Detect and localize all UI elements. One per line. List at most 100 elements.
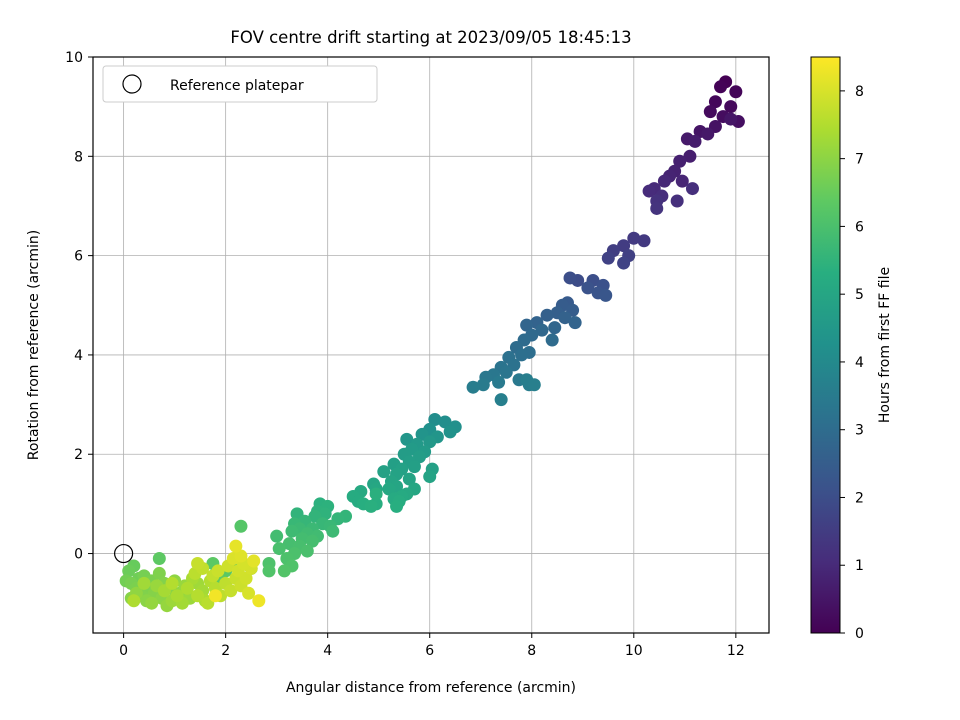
y-tick-label: 8 — [74, 149, 83, 165]
data-point — [714, 80, 728, 94]
data-point — [390, 499, 404, 513]
data-point — [180, 581, 194, 595]
data-point — [568, 316, 582, 330]
x-tick-label: 2 — [221, 643, 230, 659]
data-point — [466, 380, 480, 394]
data-point — [152, 552, 166, 566]
data-point — [122, 564, 136, 578]
colorbar-tick-label: 8 — [855, 84, 864, 100]
data-point — [688, 134, 702, 148]
data-point — [729, 85, 743, 99]
y-tick-label: 4 — [74, 348, 83, 364]
data-point — [413, 450, 427, 464]
data-point — [657, 174, 671, 188]
data-point — [369, 487, 383, 501]
x-tick-label: 4 — [323, 643, 332, 659]
data-point — [642, 184, 656, 198]
colorbar-tick-label: 0 — [855, 626, 864, 642]
data-point — [683, 149, 697, 163]
data-point — [708, 95, 722, 109]
data-points — [119, 75, 745, 613]
data-point — [252, 594, 266, 608]
data-point — [402, 472, 416, 486]
data-point — [262, 564, 276, 578]
data-point — [364, 499, 378, 513]
legend: Reference platepar — [102, 65, 378, 103]
colorbar-tick-label: 5 — [855, 287, 864, 303]
plot-frame — [92, 56, 770, 634]
x-axis: 0 2 4 6 8 10 12 — [119, 633, 745, 659]
data-point — [400, 432, 414, 446]
data-point — [242, 586, 256, 600]
y-axis-label: Rotation from reference (arcmin) — [26, 230, 42, 460]
y-axis: 0 2 4 6 8 10 — [65, 50, 93, 563]
data-point — [224, 584, 238, 598]
colorbar-tick-label: 7 — [855, 152, 864, 168]
data-point — [599, 288, 613, 302]
grid — [93, 56, 769, 633]
data-point — [494, 393, 508, 407]
data-point — [326, 524, 340, 538]
data-point — [527, 378, 541, 392]
data-point — [545, 333, 559, 347]
x-tick-label: 12 — [727, 643, 745, 659]
data-point — [724, 100, 738, 114]
data-point — [211, 564, 225, 578]
data-point — [515, 348, 529, 362]
x-axis-label: Angular distance from reference (arcmin) — [286, 680, 576, 696]
data-point — [724, 112, 738, 126]
data-point — [520, 318, 534, 332]
data-point — [535, 323, 549, 337]
x-tick-label: 10 — [625, 643, 643, 659]
data-point — [443, 425, 457, 439]
y-tick-label: 2 — [74, 447, 83, 463]
data-point — [601, 251, 615, 265]
reference-platepar-marker — [114, 543, 134, 564]
data-point — [229, 539, 243, 553]
colorbar-label: Hours from first FF file — [877, 267, 893, 423]
x-tick-label: 8 — [527, 643, 536, 659]
data-point — [581, 281, 595, 295]
colorbar-ticks: 0 1 2 3 4 5 6 7 8 — [840, 84, 864, 642]
data-point — [137, 576, 151, 590]
data-point — [300, 544, 314, 558]
data-point — [627, 231, 641, 245]
data-point — [165, 576, 179, 590]
colorbar-tick-label: 4 — [855, 355, 864, 371]
data-point — [285, 524, 299, 538]
data-point — [438, 415, 452, 429]
data-point — [170, 589, 184, 603]
legend-entry-label: Reference platepar — [170, 78, 304, 94]
data-point — [548, 321, 562, 335]
data-point — [208, 589, 222, 603]
data-point — [191, 556, 205, 570]
x-tick-label: 6 — [425, 643, 434, 659]
data-point — [685, 182, 699, 196]
data-point — [382, 482, 396, 496]
data-point — [701, 127, 715, 141]
colorbar-tick-label: 6 — [855, 219, 864, 235]
y-tick-label: 10 — [65, 50, 83, 66]
data-point — [305, 534, 319, 548]
data-point — [407, 460, 421, 474]
data-point — [145, 596, 159, 610]
data-point — [270, 529, 284, 543]
legend-box — [102, 65, 378, 103]
data-point — [670, 194, 684, 208]
y-tick-label: 6 — [74, 249, 83, 265]
data-point — [476, 378, 490, 392]
data-point — [272, 542, 286, 556]
data-point — [277, 564, 291, 578]
data-point — [377, 465, 391, 479]
data-point — [617, 256, 631, 270]
data-point — [673, 154, 687, 168]
data-point — [152, 566, 166, 580]
chart-title: FOV centre drift starting at 2023/09/05 … — [230, 28, 631, 47]
data-point — [563, 271, 577, 285]
data-point — [234, 519, 248, 533]
data-point — [540, 308, 554, 322]
colorbar-gradient — [810, 56, 841, 634]
colorbar-tick-label: 3 — [855, 423, 864, 439]
data-point — [191, 589, 205, 603]
